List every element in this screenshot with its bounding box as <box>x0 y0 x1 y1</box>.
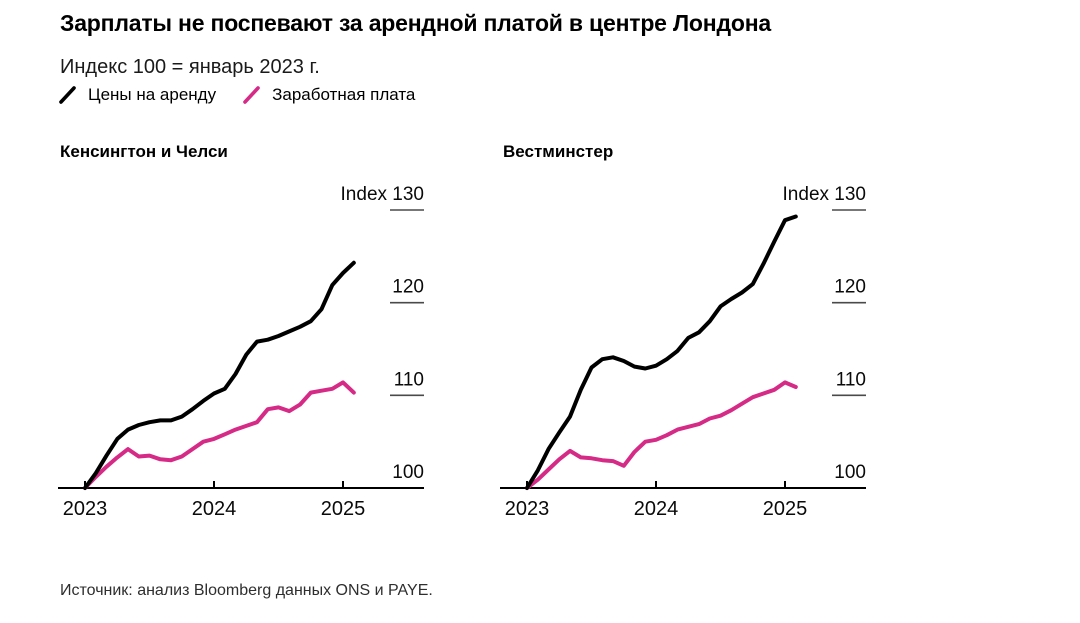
y-tick-label: 100 <box>834 462 866 483</box>
wages-series-line <box>83 380 356 490</box>
x-tick-label: 2024 <box>634 498 679 520</box>
y-tick-label: 110 <box>836 369 866 390</box>
y-tick-label: Index 130 <box>341 184 424 205</box>
rent-series-line <box>525 214 798 490</box>
y-tick-label: 120 <box>834 277 866 298</box>
y-tick-label: Index 130 <box>783 184 866 205</box>
y-tick-label: 100 <box>392 462 424 483</box>
x-tick-label: 2025 <box>321 498 366 520</box>
x-tick-label: 2025 <box>763 498 808 520</box>
x-tick-label: 2023 <box>505 498 550 520</box>
wages-series-line <box>525 380 798 490</box>
panel-title-westminster: Вестминстер <box>503 142 614 161</box>
x-tick-label: 2023 <box>63 498 108 520</box>
legend: Цены на аренду Заработная плата <box>58 85 415 105</box>
x-tick-label: 2024 <box>192 498 237 520</box>
legend-label-wages: Заработная плата <box>272 85 416 104</box>
y-tick-label: 110 <box>394 369 424 390</box>
legend-item-rent: Цены на аренду <box>58 85 216 105</box>
rent-line-swatch-icon <box>59 86 76 104</box>
wages-line-swatch-icon <box>243 86 260 104</box>
panel-title-kensington: Кенсингтон и Челси <box>60 142 228 161</box>
legend-item-wages: Заработная плата <box>242 85 415 105</box>
source-note: Источник: анализ Bloomberg данных ONS и … <box>60 582 433 599</box>
chart-title: Зарплаты не поспевают за арендной платой… <box>60 10 771 36</box>
rent-series-line <box>83 260 356 490</box>
kensington-chart: Index 130 120 110 100 2023 2024 2025 <box>58 184 424 520</box>
y-tick-label: 120 <box>392 277 424 298</box>
chart-subtitle: Индекс 100 = январь 2023 г. <box>60 56 320 78</box>
westminster-chart: Index 130 120 110 100 2023 2024 2025 <box>500 184 866 520</box>
legend-label-rent: Цены на аренду <box>88 85 217 104</box>
